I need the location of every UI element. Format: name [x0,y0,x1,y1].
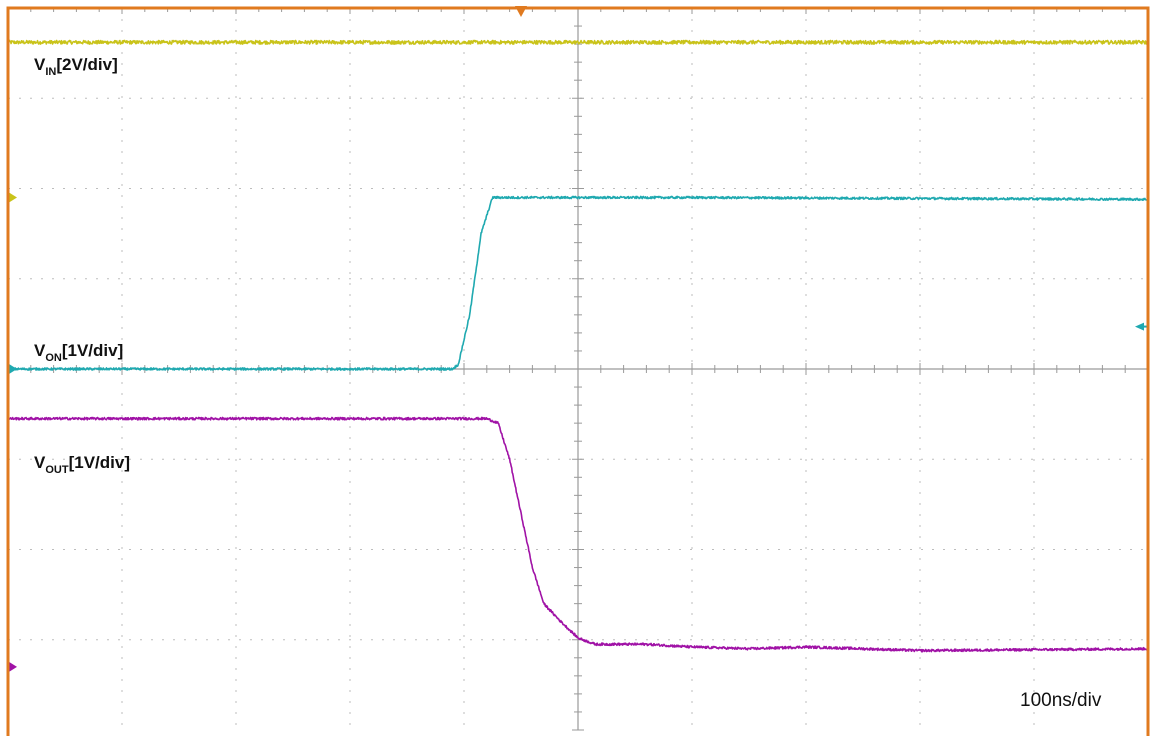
vout-label: VOUT[1V/div] [34,453,130,476]
vin-label: VIN[2V/div] [34,55,118,78]
plot-frame [6,6,1150,736]
ground-marker-vin [9,192,17,203]
timebase-label: 100ns/div [1020,690,1102,711]
trace-vin [7,39,1149,45]
level-marker-right [1135,322,1144,331]
von-label: VON[1V/div] [34,341,123,364]
trace-vout [7,416,1149,653]
waveform-traces [7,39,1149,653]
ground-marker-vout [9,661,17,672]
ground-marker-von [9,364,17,374]
trace-von [7,195,1149,371]
